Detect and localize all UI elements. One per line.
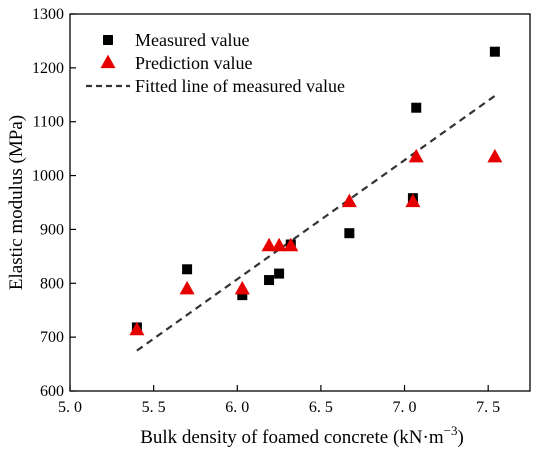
y-tick-label: 900 (40, 221, 64, 238)
y-axis-label: Elastic modulus (MPa) (6, 115, 27, 290)
x-axis-label: Bulk density of foamed concrete (kN·m−3) (140, 423, 464, 448)
x-axis-label-superscript: −3 (444, 423, 458, 438)
y-tick-label: 700 (40, 329, 64, 346)
prediction-point (234, 280, 250, 295)
measured-point (274, 268, 285, 279)
measured-point (237, 290, 248, 301)
y-tick-label: 1100 (33, 114, 64, 131)
prediction-point (179, 280, 195, 295)
legend: Measured value Prediction value Fitted lin… (86, 30, 345, 96)
legend-label: Fitted line of measured value (135, 76, 345, 96)
x-tick-label: 5. 5 (142, 399, 166, 416)
y-tick-label: 600 (40, 383, 64, 400)
measured-point (411, 102, 422, 113)
fitted-line (136, 94, 496, 352)
x-tick-label: 7. 5 (476, 399, 500, 416)
prediction-point (283, 237, 299, 252)
plot-area (69, 13, 531, 392)
prediction-point (408, 148, 424, 163)
legend-measured-marker (103, 35, 113, 45)
x-tick-label: 5. 0 (58, 399, 82, 416)
prediction-point (261, 237, 277, 252)
x-axis-label-main: Bulk density of foamed concrete (kN·m (140, 427, 444, 448)
measured-point (489, 46, 500, 57)
prediction-point (341, 193, 357, 208)
prediction-point (487, 148, 503, 163)
x-tick-label: 6. 0 (225, 399, 249, 416)
legend-label: Prediction value (135, 53, 252, 73)
y-tick-label: 1200 (32, 60, 64, 77)
measured-point (264, 275, 275, 286)
y-tick-label: 1300 (32, 6, 64, 23)
x-tick-label: 6. 5 (309, 399, 333, 416)
legend-prediction-marker (100, 54, 116, 69)
x-tick-label: 7. 0 (393, 399, 417, 416)
axis-labels: 5. 0 5. 5 6. 0 6. 5 7. 0 7. 5 600 700 800 900 1000… (6, 6, 500, 448)
measured-point (344, 228, 355, 239)
plot-frame (69, 13, 531, 392)
measured-point (182, 264, 193, 275)
legend-label: Measured value (135, 30, 249, 50)
prediction-point (129, 321, 145, 336)
prediction-point (405, 193, 421, 208)
prediction-point (271, 237, 287, 252)
y-tick-label: 1000 (32, 168, 64, 185)
x-axis-label-suffix: ) (457, 427, 463, 448)
y-tick-label: 800 (40, 275, 64, 292)
data-marks (129, 46, 503, 352)
